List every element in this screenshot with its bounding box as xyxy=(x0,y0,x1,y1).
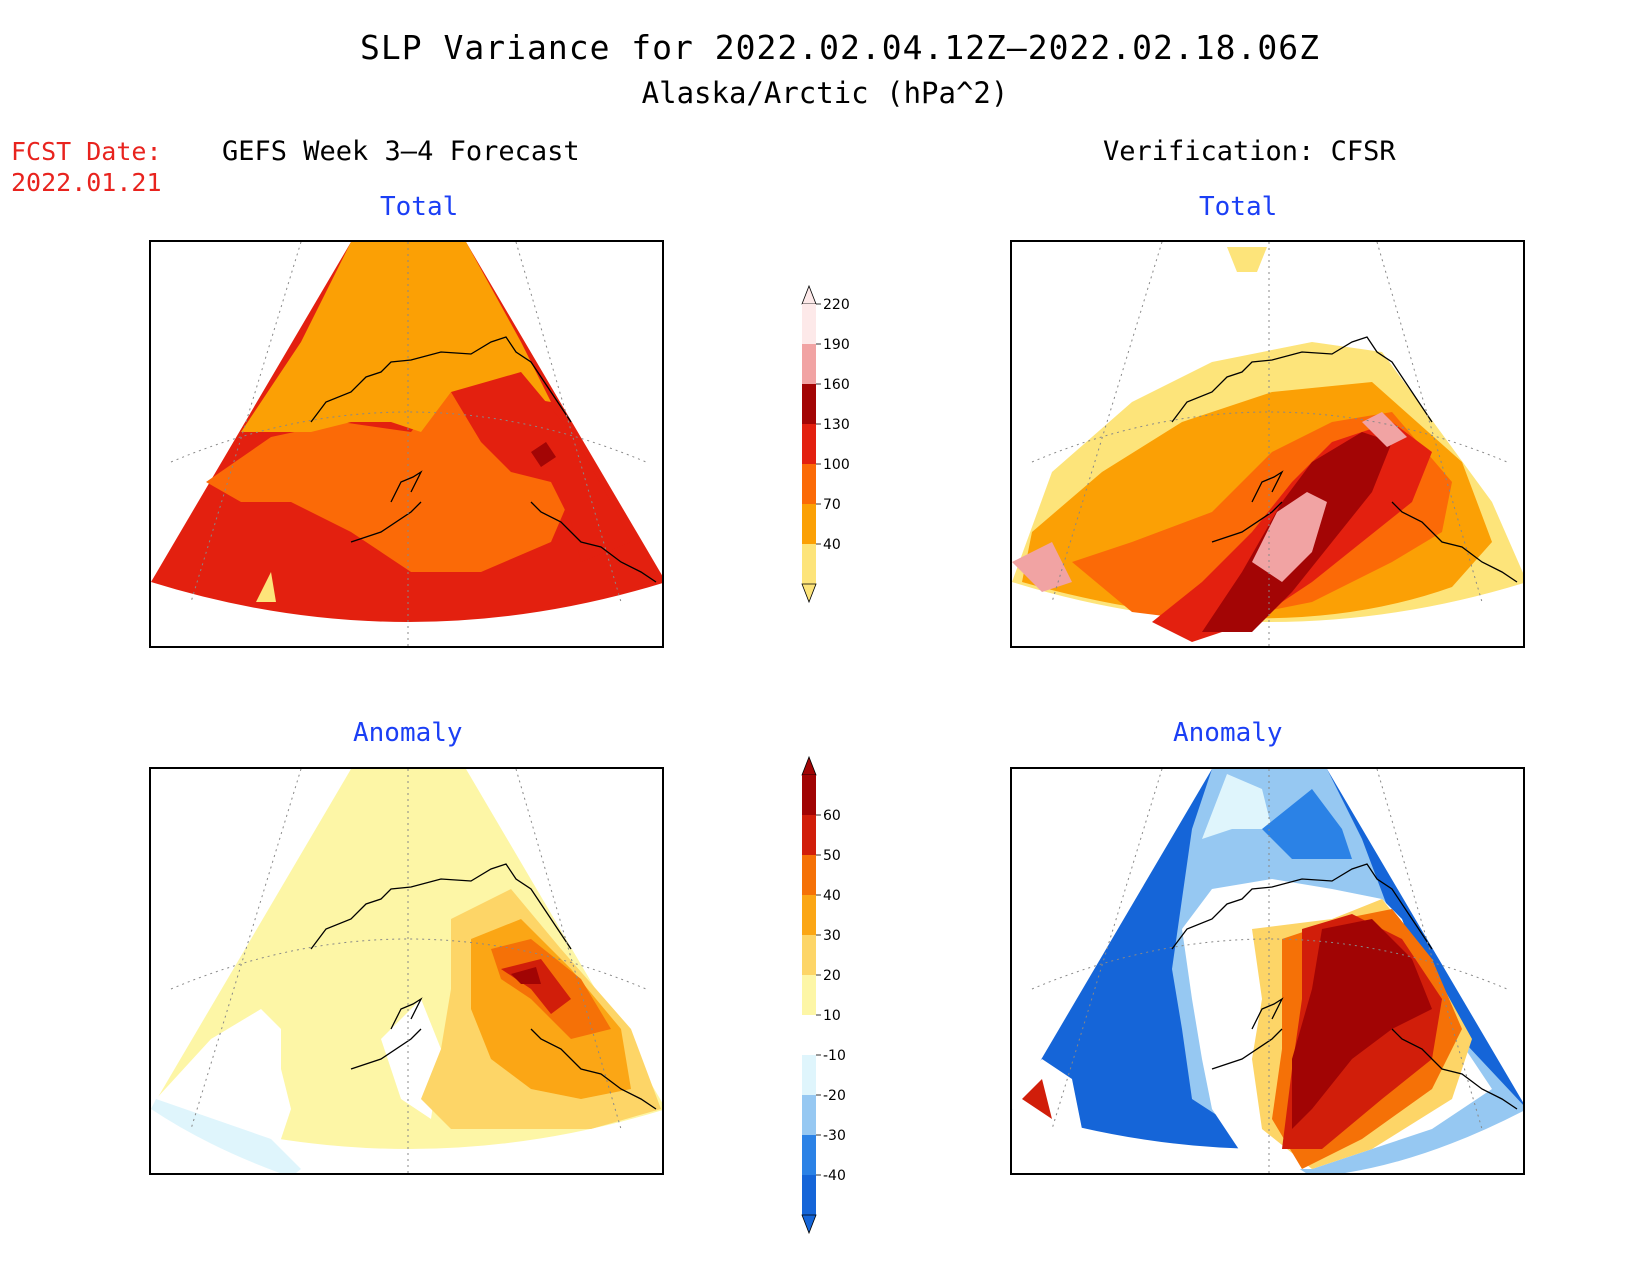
graticule xyxy=(170,242,647,646)
forecast-date-value: 2022.01.21 xyxy=(11,168,162,197)
contour-white-left xyxy=(1012,1059,1082,1129)
colorbar-anomaly-tick-label: -10 xyxy=(823,1048,846,1064)
contour-lightblue xyxy=(151,1099,301,1173)
coastline xyxy=(310,863,657,1110)
panel-title-forecast-anomaly: Anomaly xyxy=(353,718,463,748)
colorbar-total-tick-label: 130 xyxy=(823,417,850,433)
colorbar-anomaly-swatch xyxy=(802,1015,816,1055)
colorbar-total: 40 70 100 130 160 190 220 xyxy=(796,284,856,618)
colorbar-anomaly-tick-label: 50 xyxy=(823,848,841,864)
panel-title-forecast-total: Total xyxy=(380,192,459,222)
contour-darkred xyxy=(531,442,556,467)
contour-darkred-60 xyxy=(1292,919,1432,1129)
graticule xyxy=(1031,769,1508,1173)
contour-orange-70 xyxy=(241,242,551,432)
contour-pink-190 xyxy=(1252,492,1327,582)
contour-yellow-top xyxy=(1227,247,1267,272)
colorbar-anomaly-swatch xyxy=(802,895,816,935)
map-verification-anomaly xyxy=(1010,767,1525,1175)
graticule xyxy=(170,769,647,1173)
colorbar-total-swatch xyxy=(802,384,816,424)
colorbar-anomaly-swatch xyxy=(802,1135,816,1175)
panel-title-verification-total: Total xyxy=(1199,192,1278,222)
colorbar-anomaly-arrow-bottom xyxy=(801,1214,817,1235)
colorbar-total-swatch xyxy=(802,504,816,544)
colorbar-total-tick-label: 40 xyxy=(823,537,841,553)
contour-darkred-60 xyxy=(511,967,541,984)
coastline xyxy=(310,336,657,583)
colorbar-anomaly-swatch xyxy=(802,815,816,855)
map-verification-total xyxy=(1010,240,1525,648)
colorbar-anomaly-swatch xyxy=(802,1095,816,1135)
contour-pale-blue xyxy=(1202,774,1272,839)
colorbar-anomaly-swatch xyxy=(802,935,816,975)
colorbar-anomaly-tick-label: -30 xyxy=(823,1128,846,1144)
colorbar-total-tick-label: 70 xyxy=(823,497,841,513)
contour-pink-upper xyxy=(1362,412,1407,447)
contour-white-left xyxy=(156,1009,291,1169)
colorbar-total-swatch xyxy=(802,464,816,504)
colorbar-total-tick-label: 220 xyxy=(823,297,850,313)
colorbar-anomaly: -40 -30 -20 -10 10 20 30 40 50 60 xyxy=(796,755,856,1235)
forecast-date-block: FCST Date: 2022.01.21 xyxy=(11,136,162,198)
forecast-date-label: FCST Date: xyxy=(11,137,162,166)
contour-blue-right xyxy=(1262,789,1352,859)
colorbar-anomaly-arrow-top xyxy=(801,755,817,776)
colorbar-anomaly-tick-label: -20 xyxy=(823,1088,846,1104)
colorbar-total-arrow-bottom xyxy=(801,583,817,604)
colorbar-anomaly-tick-label: 10 xyxy=(823,1008,841,1024)
colorbar-anomaly-swatch xyxy=(802,975,816,1015)
coastline xyxy=(1171,336,1518,583)
contour-pink-left xyxy=(1012,542,1072,592)
colorbar-total-tick-label: 100 xyxy=(823,457,850,473)
chart-title-line1: SLP Variance for 2022.02.04.12Z–2022.02.… xyxy=(360,28,1320,67)
colorbar-total-swatch xyxy=(802,344,816,384)
column-heading-forecast: GEFS Week 3–4 Forecast xyxy=(222,136,580,167)
map-forecast-anomaly xyxy=(149,767,664,1175)
contour-yellow-left xyxy=(256,572,276,602)
colorbar-anomaly-swatch xyxy=(802,1055,816,1095)
panel-title-verification-anomaly: Anomaly xyxy=(1173,718,1283,748)
map-forecast-total xyxy=(149,240,664,648)
colorbar-anomaly-swatch xyxy=(802,1175,816,1215)
colorbar-anomaly-tick-label: 40 xyxy=(823,888,841,904)
colorbar-total-swatch xyxy=(802,424,816,464)
colorbar-total-swatch xyxy=(802,304,816,344)
colorbar-anomaly-tick-label: 30 xyxy=(823,928,841,944)
contour-red-left xyxy=(1022,1079,1052,1119)
colorbar-total-tick-label: 160 xyxy=(823,377,850,393)
column-heading-verification: Verification: CFSR xyxy=(1103,136,1396,167)
colorbar-total-swatch xyxy=(802,544,816,584)
graticule xyxy=(1031,242,1508,646)
coastline xyxy=(1171,863,1518,1110)
colorbar-total-arrow-top xyxy=(801,284,817,305)
colorbar-anomaly-tick-label: 60 xyxy=(823,808,841,824)
colorbar-total-tick-label: 190 xyxy=(823,337,850,353)
chart-title-line2: Alaska/Arctic (hPa^2) xyxy=(641,76,1009,110)
colorbar-anomaly-tick-label: -40 xyxy=(823,1168,846,1184)
colorbar-anomaly-tick-label: 20 xyxy=(823,968,841,984)
colorbar-anomaly-swatch xyxy=(802,775,816,815)
colorbar-anomaly-swatch xyxy=(802,855,816,895)
